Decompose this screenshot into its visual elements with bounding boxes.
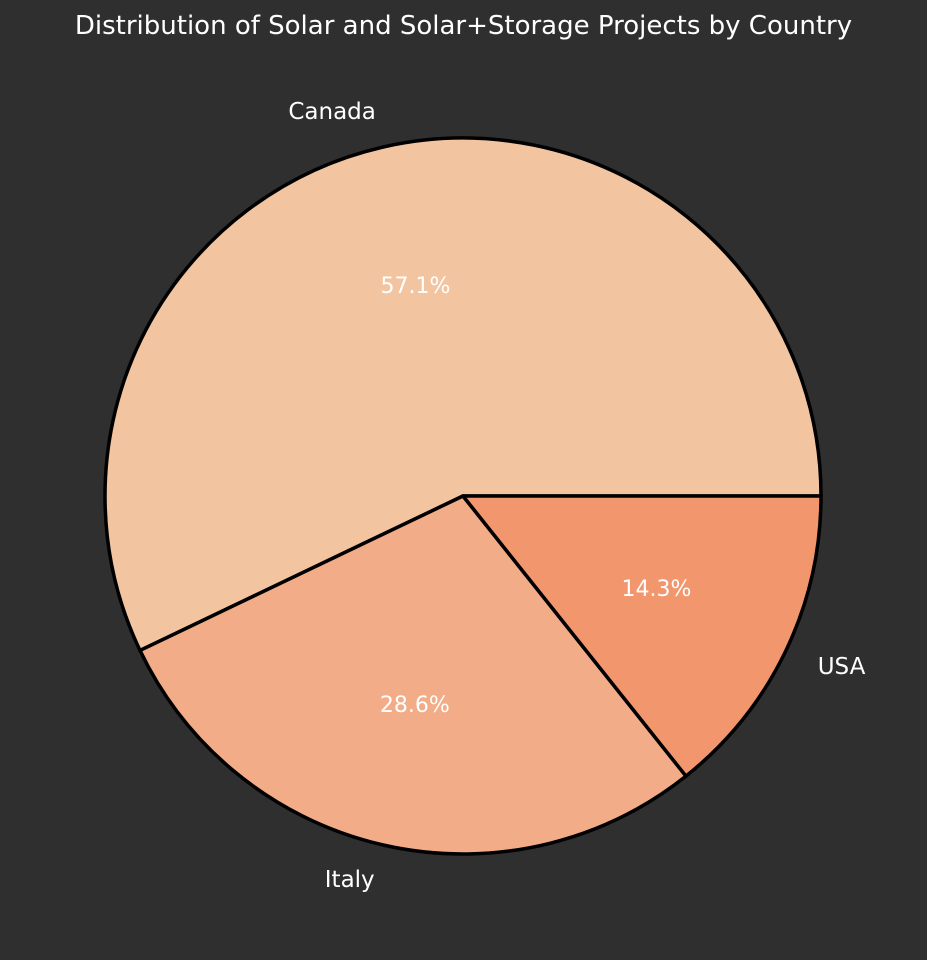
- pct-label-italy: 28.6%: [380, 693, 450, 718]
- pie-slice-italy: [138, 494, 688, 856]
- pct-label-usa: 14.3%: [622, 577, 692, 602]
- slice-label-canada: Canada: [288, 99, 376, 125]
- pct-label-canada: 57.1%: [381, 274, 451, 299]
- slice-label-italy: Italy: [325, 867, 375, 893]
- pie-slice-usa: [461, 494, 823, 778]
- slice-label-usa: USA: [818, 654, 866, 680]
- pie-slice-canada: [103, 136, 823, 653]
- chart-title: Distribution of Solar and Solar+Storage …: [74, 11, 853, 41]
